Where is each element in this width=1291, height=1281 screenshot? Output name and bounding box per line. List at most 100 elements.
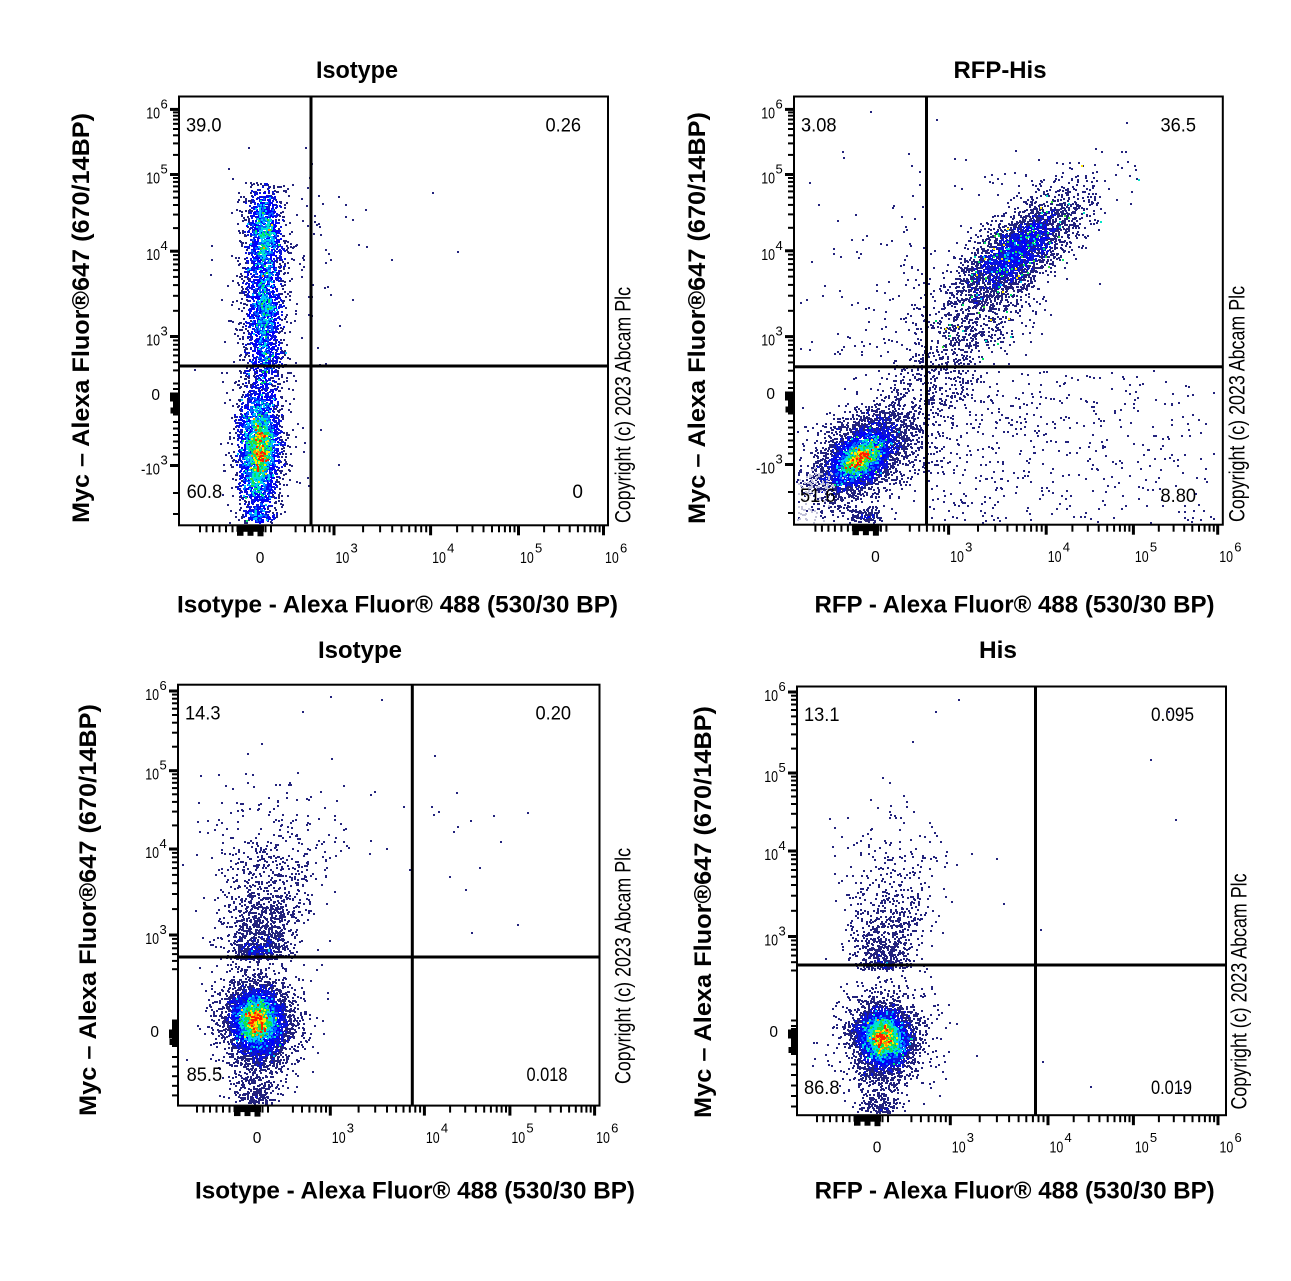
svg-text:Copyright (c) 2023 Abcam Plc: Copyright (c) 2023 Abcam Plc: [1225, 286, 1250, 522]
svg-text:14.3: 14.3: [185, 704, 221, 725]
svg-text:4: 4: [1065, 1130, 1072, 1145]
svg-text:RFP - Alexa Fluor® 488 (530/30: RFP - Alexa Fluor® 488 (530/30 BP): [815, 592, 1215, 619]
svg-text:0: 0: [871, 549, 880, 566]
svg-text:0.20: 0.20: [536, 704, 572, 725]
svg-text:Myc – Alexa Fluor®647 (670/14B: Myc – Alexa Fluor®647 (670/14BP): [68, 113, 95, 523]
svg-text:10: 10: [146, 333, 160, 350]
svg-text:6: 6: [776, 96, 783, 111]
svg-text:0: 0: [253, 1130, 262, 1147]
svg-text:4: 4: [160, 836, 167, 851]
svg-text:10: 10: [952, 1140, 966, 1157]
svg-text:10: 10: [761, 105, 775, 122]
svg-text:51.6: 51.6: [800, 486, 836, 507]
svg-text:Myc – Alexa Fluor®647 (670/14B: Myc – Alexa Fluor®647 (670/14BP): [75, 704, 102, 1116]
svg-text:10: 10: [764, 688, 778, 705]
svg-text:10: 10: [761, 171, 775, 188]
svg-text:10: 10: [1135, 1140, 1149, 1157]
svg-text:-10: -10: [141, 462, 160, 479]
svg-text:85.5: 85.5: [187, 1065, 223, 1086]
svg-text:Myc – Alexa Fluor®647 (670/14B: Myc – Alexa Fluor®647 (670/14BP): [690, 706, 717, 1118]
svg-text:6: 6: [1234, 540, 1241, 555]
svg-text:5: 5: [776, 162, 783, 177]
svg-text:3: 3: [965, 540, 972, 555]
svg-text:10: 10: [336, 550, 350, 567]
svg-text:3: 3: [347, 1121, 354, 1136]
svg-text:Copyright (c) 2023 Abcam Plc: Copyright (c) 2023 Abcam Plc: [611, 848, 636, 1084]
svg-text:0: 0: [769, 1024, 778, 1041]
svg-text:3: 3: [776, 324, 783, 339]
svg-text:3: 3: [967, 1130, 974, 1145]
svg-text:10: 10: [764, 933, 778, 950]
svg-text:3: 3: [161, 453, 168, 468]
svg-text:10: 10: [1219, 549, 1233, 566]
svg-text:0: 0: [766, 386, 775, 403]
svg-text:10: 10: [145, 767, 159, 784]
svg-text:Isotype: Isotype: [316, 57, 398, 84]
svg-text:36.5: 36.5: [1161, 116, 1197, 137]
svg-text:5: 5: [160, 758, 167, 773]
svg-text:5: 5: [526, 1121, 533, 1136]
svg-text:3: 3: [161, 324, 168, 339]
svg-text:6: 6: [160, 678, 167, 693]
svg-text:10: 10: [1220, 1140, 1234, 1157]
svg-text:0: 0: [873, 1140, 882, 1157]
svg-text:10: 10: [950, 549, 964, 566]
svg-text:0: 0: [572, 482, 583, 503]
svg-text:5: 5: [1150, 1130, 1157, 1145]
svg-text:10: 10: [761, 333, 775, 350]
svg-text:10: 10: [1135, 549, 1149, 566]
svg-text:39.0: 39.0: [186, 116, 222, 137]
svg-text:10: 10: [764, 769, 778, 786]
svg-text:0.095: 0.095: [1151, 705, 1194, 726]
svg-text:0.26: 0.26: [546, 116, 582, 137]
svg-text:5: 5: [1150, 540, 1157, 555]
svg-text:4: 4: [161, 238, 168, 253]
svg-text:10: 10: [761, 247, 775, 264]
svg-text:6: 6: [779, 679, 786, 694]
svg-text:Copyright (c) 2023 Abcam Plc: Copyright (c) 2023 Abcam Plc: [611, 287, 636, 523]
svg-text:Isotype - Alexa Fluor® 488 (53: Isotype - Alexa Fluor® 488 (530/30 BP): [195, 1178, 635, 1205]
svg-text:4: 4: [447, 540, 454, 555]
svg-text:3: 3: [779, 924, 786, 939]
svg-text:10: 10: [520, 550, 534, 567]
svg-text:10: 10: [146, 105, 160, 122]
svg-text:RFP - Alexa Fluor® 488 (530/30: RFP - Alexa Fluor® 488 (530/30 BP): [815, 1178, 1215, 1205]
svg-text:6: 6: [611, 1121, 618, 1136]
svg-text:0: 0: [150, 1024, 159, 1041]
svg-text:6: 6: [161, 96, 168, 111]
svg-text:4: 4: [441, 1121, 448, 1136]
svg-text:RFP-His: RFP-His: [954, 57, 1047, 84]
svg-text:10: 10: [145, 687, 159, 704]
svg-text:8.80: 8.80: [1161, 486, 1197, 507]
svg-text:5: 5: [779, 760, 786, 775]
svg-text:10: 10: [146, 247, 160, 264]
svg-text:3: 3: [351, 540, 358, 555]
svg-text:10: 10: [596, 1130, 610, 1147]
svg-text:Copyright (c) 2023 Abcam Plc: Copyright (c) 2023 Abcam Plc: [1227, 874, 1252, 1110]
svg-text:10: 10: [146, 171, 160, 188]
svg-text:0: 0: [151, 387, 160, 404]
svg-text:His: His: [979, 637, 1017, 664]
svg-text:6: 6: [1235, 1130, 1242, 1145]
svg-text:Isotype: Isotype: [318, 637, 402, 664]
svg-text:Myc – Alexa Fluor®647 (670/14B: Myc – Alexa Fluor®647 (670/14BP): [684, 112, 711, 524]
svg-text:10: 10: [145, 931, 159, 948]
svg-text:13.1: 13.1: [804, 705, 840, 726]
svg-text:10: 10: [764, 847, 778, 864]
svg-text:-10: -10: [756, 461, 775, 478]
svg-text:0.018: 0.018: [527, 1065, 568, 1086]
svg-text:5: 5: [161, 162, 168, 177]
svg-text:4: 4: [1063, 540, 1070, 555]
svg-text:10: 10: [145, 845, 159, 862]
svg-text:10: 10: [1048, 549, 1062, 566]
svg-text:4: 4: [779, 838, 786, 853]
svg-text:Isotype - Alexa Fluor® 488 (53: Isotype - Alexa Fluor® 488 (530/30 BP): [177, 592, 618, 619]
svg-text:4: 4: [776, 238, 783, 253]
svg-text:10: 10: [426, 1130, 440, 1147]
svg-text:10: 10: [1050, 1140, 1064, 1157]
svg-text:3: 3: [776, 452, 783, 467]
svg-text:0: 0: [256, 550, 265, 567]
svg-text:6: 6: [620, 540, 627, 555]
svg-text:0.019: 0.019: [1151, 1078, 1192, 1099]
svg-text:5: 5: [535, 540, 542, 555]
